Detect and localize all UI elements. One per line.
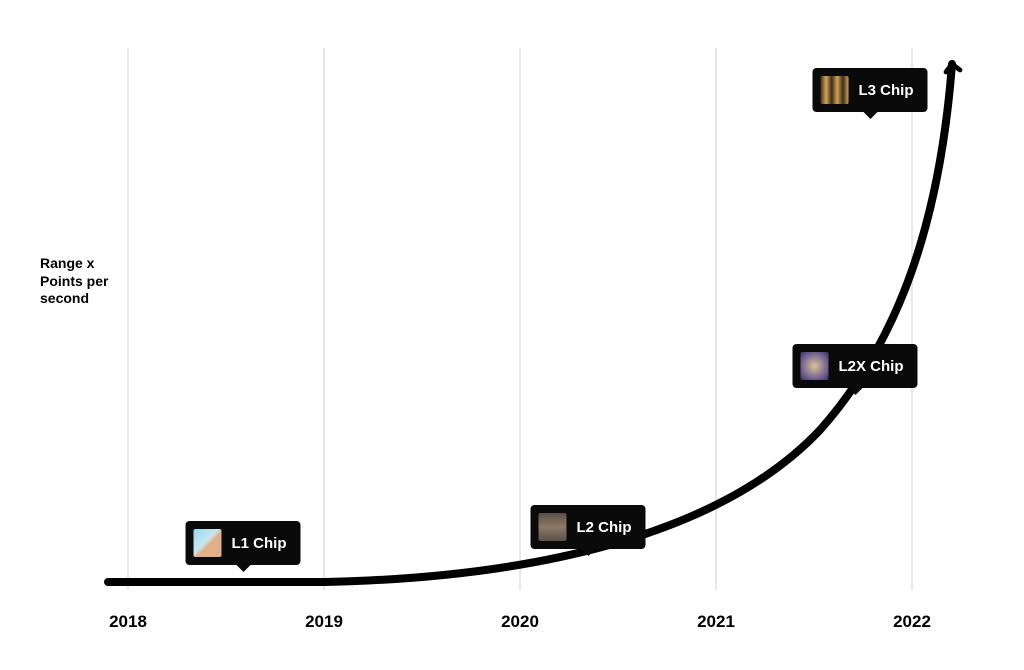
chip-callout-l3: L3 Chip	[813, 68, 928, 112]
x-tick-label: 2018	[109, 612, 147, 632]
chip-thumb-icon	[800, 352, 828, 380]
chip-performance-chart: Range xPoints persecond L1 ChipL2 ChipL2…	[0, 0, 1024, 670]
chip-callout-l2: L2 Chip	[531, 505, 646, 549]
x-tick-label: 2019	[305, 612, 343, 632]
x-tick-label: 2020	[501, 612, 539, 632]
chip-thumb-icon	[194, 529, 222, 557]
chip-thumb-icon	[821, 76, 849, 104]
chip-callout-l2x: L2X Chip	[792, 344, 917, 388]
chip-callout-l1: L1 Chip	[186, 521, 301, 565]
chip-thumb-icon	[539, 513, 567, 541]
chip-callout-label: L2X Chip	[838, 358, 903, 375]
chip-callout-label: L1 Chip	[232, 535, 287, 552]
x-tick-label: 2022	[893, 612, 931, 632]
chip-callout-label: L3 Chip	[859, 82, 914, 99]
chip-callout-label: L2 Chip	[577, 519, 632, 536]
x-tick-label: 2021	[697, 612, 735, 632]
